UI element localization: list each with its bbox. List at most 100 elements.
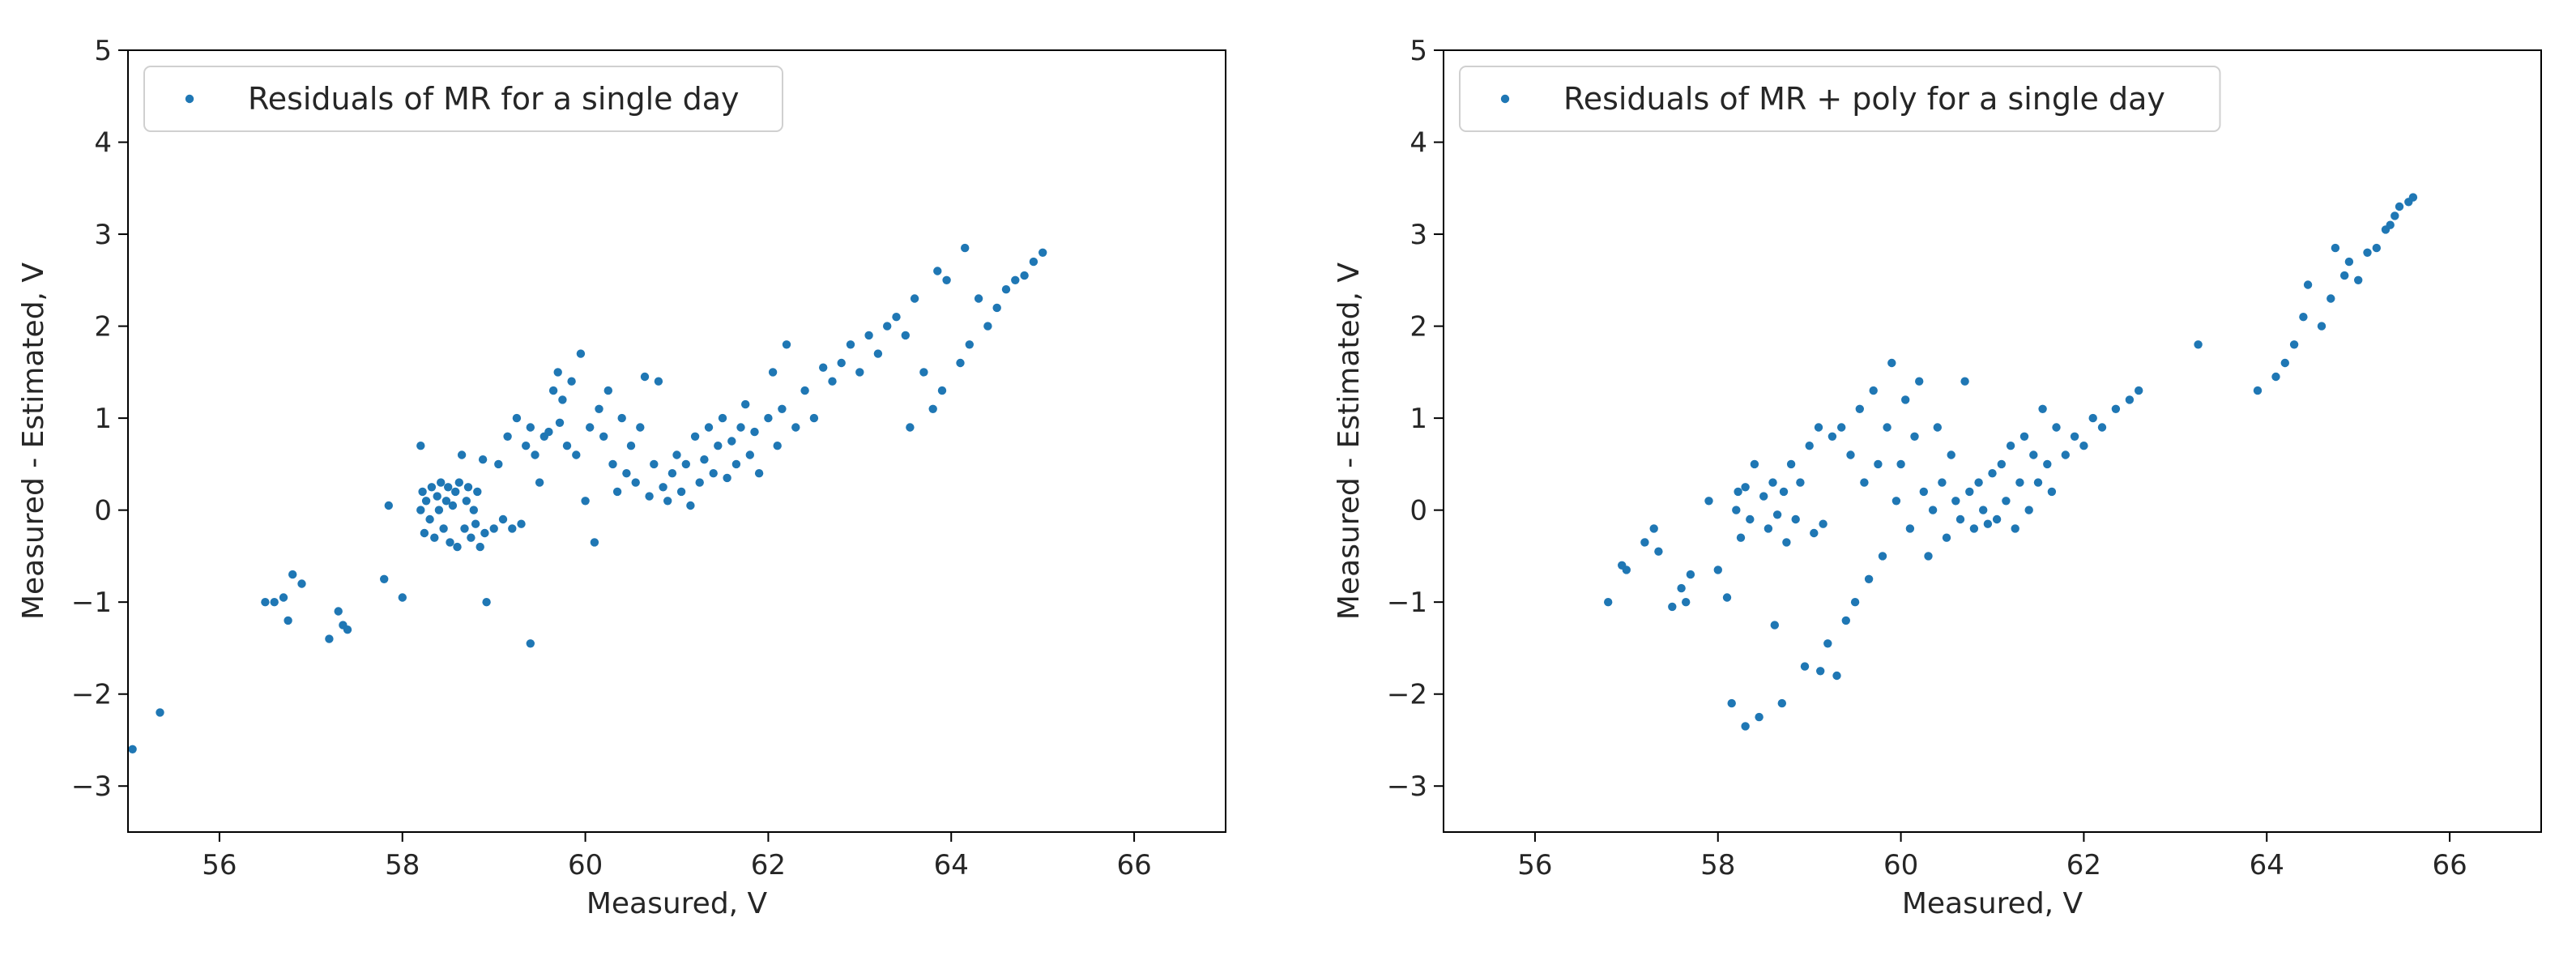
x-tick-label: 58 (1700, 849, 1735, 881)
data-point (1816, 667, 1825, 676)
data-point (1860, 478, 1869, 487)
data-point (555, 418, 565, 427)
data-point (1979, 506, 1988, 514)
data-point (1722, 593, 1732, 602)
data-point (919, 368, 928, 377)
data-point (1741, 483, 1750, 492)
data-point (279, 593, 288, 602)
data-point (2088, 413, 2097, 423)
data-point (156, 708, 164, 717)
x-tick-label: 64 (2250, 849, 2284, 881)
data-point (686, 501, 695, 510)
data-point (640, 372, 650, 382)
data-point (471, 519, 480, 528)
data-point (654, 377, 663, 386)
data-point (1901, 395, 1910, 404)
data-point (636, 423, 645, 432)
data-point (1915, 377, 1924, 386)
data-point (288, 570, 297, 579)
data-point (1713, 565, 1722, 574)
data-point (451, 487, 460, 497)
data-point (448, 501, 458, 510)
data-point (553, 368, 562, 377)
data-point (2327, 294, 2335, 303)
data-point (819, 363, 828, 372)
y-tick-label: −2 (71, 679, 112, 711)
data-point (1896, 459, 1905, 469)
data-point (1732, 506, 1741, 514)
y-tick-label: 5 (94, 35, 112, 67)
x-tick-label: 58 (385, 849, 420, 881)
data-point (1869, 386, 1878, 395)
data-point (659, 483, 667, 492)
data-point (1883, 423, 1891, 432)
data-point (942, 275, 951, 284)
data-point (439, 524, 448, 533)
data-point (2390, 211, 2399, 220)
legend-marker (185, 94, 194, 104)
data-point (2280, 358, 2289, 368)
data-point (1796, 478, 1805, 487)
data-point (1640, 538, 1649, 547)
data-point (910, 294, 919, 303)
data-point (446, 538, 454, 547)
data-point (800, 386, 809, 395)
data-point (425, 514, 434, 524)
data-point (2061, 450, 2070, 459)
data-point (437, 478, 446, 487)
legend-box (1459, 66, 2221, 132)
y-tick-label: −3 (71, 770, 112, 803)
data-point (1814, 423, 1823, 432)
data-point (512, 413, 522, 423)
data-point (1910, 432, 1919, 441)
data-point (1750, 459, 1759, 469)
data-point (704, 423, 714, 432)
data-point (1764, 524, 1773, 533)
data-point (482, 598, 491, 607)
data-point (384, 501, 393, 510)
data-point (2033, 478, 2043, 487)
x-tick-label: 60 (568, 849, 603, 881)
data-point (622, 469, 631, 478)
data-point (723, 473, 731, 483)
data-point (2271, 372, 2280, 382)
data-point (1677, 583, 1686, 593)
data-point (576, 349, 586, 358)
data-point (1924, 552, 1933, 561)
data-point (572, 450, 581, 459)
chart-panel-1: 56 58 60 62 64 66 −3 −2 −1 0 1 2 3 4 5 Measured, V Measu… (17, 35, 1226, 920)
data-point (2097, 423, 2107, 432)
data-point (420, 528, 429, 538)
data-point (745, 450, 754, 459)
data-point (1779, 487, 1789, 497)
data-point (700, 455, 709, 464)
data-point (1668, 602, 1677, 612)
x-tick-label: 56 (1517, 849, 1552, 881)
legend-label: Residuals of MR + poly for a single day (1563, 81, 2165, 117)
data-point (489, 524, 498, 533)
data-point (663, 497, 672, 506)
data-point (1800, 662, 1810, 671)
data-point (441, 497, 451, 506)
data-point (460, 524, 469, 533)
data-point (933, 267, 942, 275)
data-point (1905, 524, 1915, 533)
data-point (453, 542, 462, 552)
data-point (1997, 459, 2006, 469)
data-point (974, 294, 983, 303)
y-tick-label: 3 (94, 219, 112, 251)
data-point (2111, 404, 2121, 413)
data-point (1878, 552, 1887, 561)
data-point (906, 423, 915, 432)
data-point (581, 497, 590, 506)
data-point (1622, 565, 1631, 574)
data-point (617, 413, 626, 423)
data-point (2125, 395, 2135, 404)
data-point (418, 487, 427, 497)
data-point (1850, 598, 1860, 607)
data-point (595, 404, 603, 413)
data-point (462, 497, 471, 506)
data-point (961, 243, 970, 253)
y-tick-label: −1 (1387, 587, 1427, 619)
